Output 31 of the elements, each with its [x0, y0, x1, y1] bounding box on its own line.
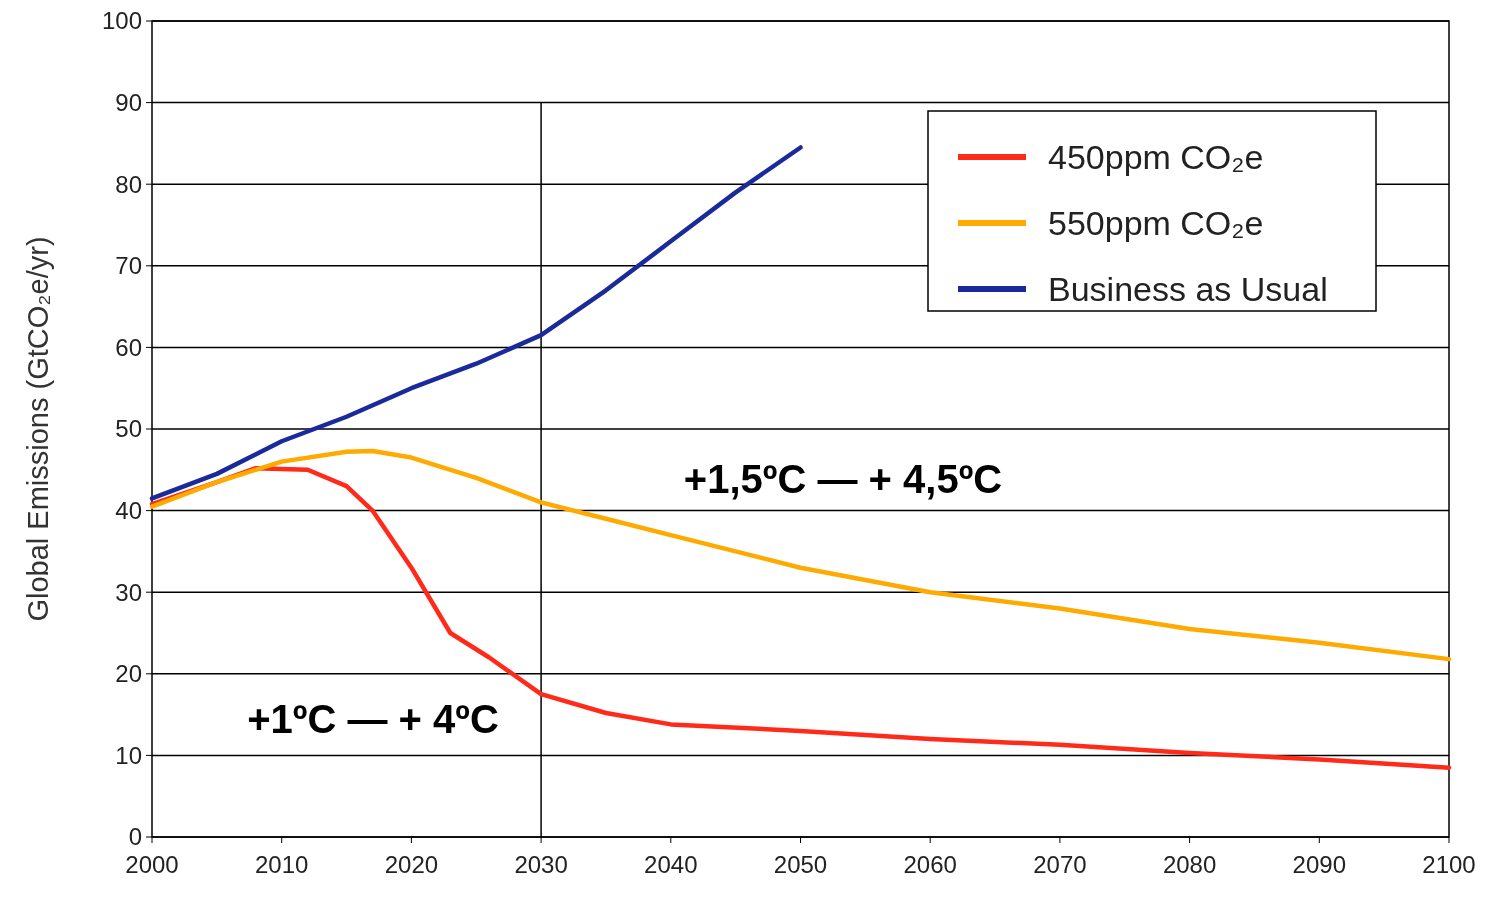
x-tick-label: 2090	[1292, 851, 1346, 878]
y-tick-label: 70	[115, 252, 142, 280]
x-tick-label: 2060	[903, 851, 957, 878]
legend-label: 550ppm CO₂e	[1048, 203, 1264, 242]
x-tick-label: 2020	[384, 851, 439, 878]
y-tick-label: 40	[115, 497, 142, 524]
y-tick-label: 10	[115, 741, 142, 769]
y-axis-title: Global Emissions (GtCO₂e/yr)	[22, 236, 54, 622]
x-tick-label: 2040	[644, 851, 698, 878]
x-tick-label: 2050	[773, 851, 828, 878]
x-tick-label: 2070	[1033, 851, 1087, 878]
y-tick-label: 30	[115, 578, 142, 606]
x-tick-label: 2010	[255, 851, 309, 878]
x-tick-label: 2080	[1162, 851, 1217, 878]
legend-label: Business as Usual	[1048, 269, 1328, 308]
y-tick-label: 50	[115, 415, 142, 443]
line-series	[149, 448, 1452, 662]
x-tick-label: 2100	[1422, 851, 1476, 878]
x-tick-label: 2000	[125, 851, 179, 878]
y-tick-label: 80	[115, 170, 142, 198]
y-tick-label: 20	[115, 660, 142, 688]
annotation: +1ºC — + 4ºC	[247, 697, 499, 741]
annotation: +1,5ºC — + 4,5ºC	[683, 457, 1003, 501]
line-series	[149, 145, 803, 501]
x-tick-label: 2030	[514, 851, 568, 878]
y-tick-label: 0	[128, 823, 142, 851]
y-tick-label: 90	[115, 89, 142, 116]
y-tick-label: 60	[115, 333, 142, 361]
y-tick-label: 100	[101, 7, 142, 35]
line-series	[149, 465, 1452, 770]
legend-label: 450ppm CO₂e	[1048, 137, 1264, 176]
